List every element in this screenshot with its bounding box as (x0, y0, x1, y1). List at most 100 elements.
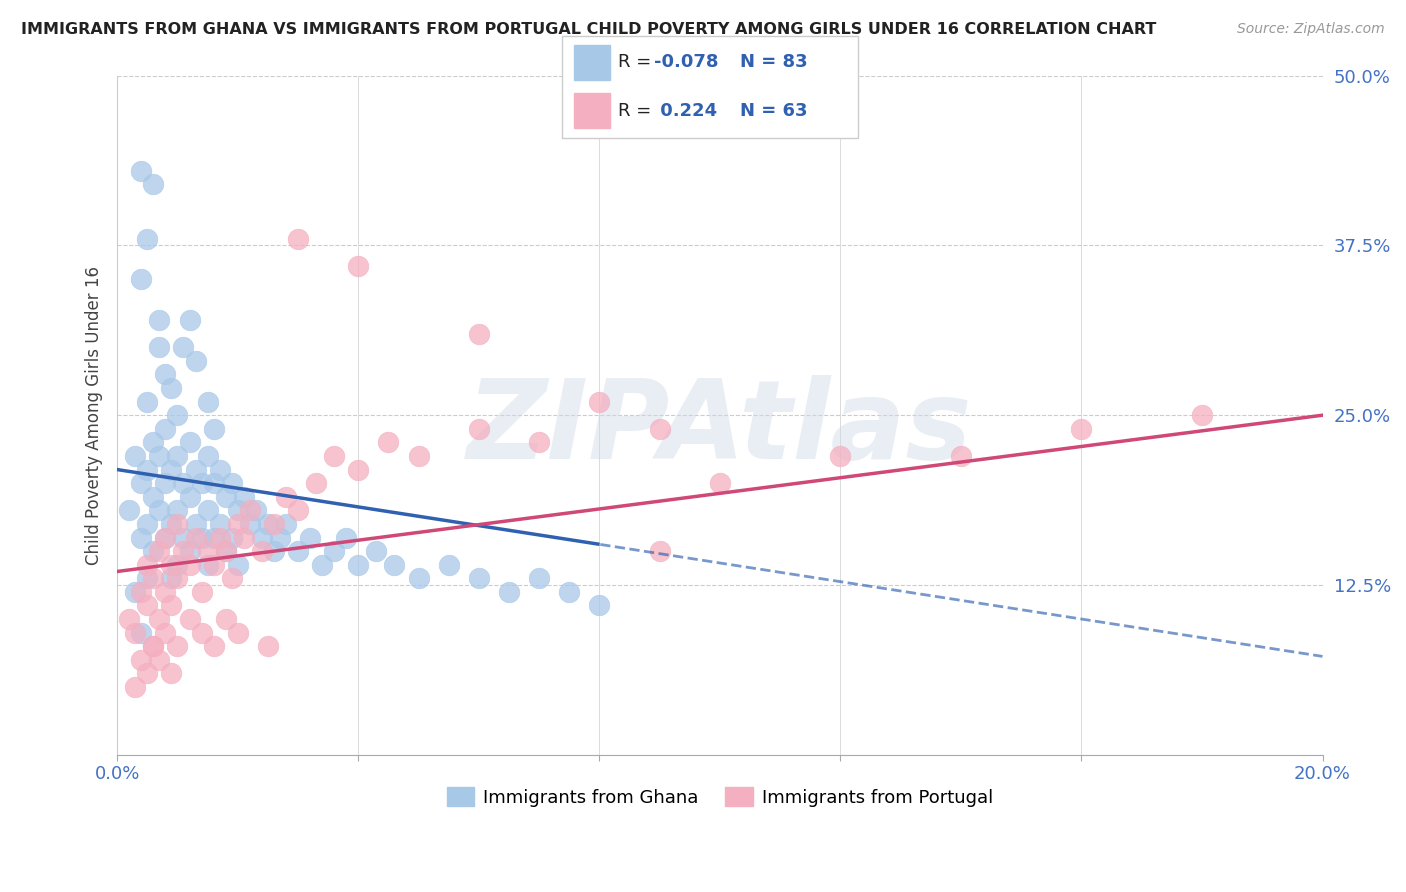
Point (160, 462, 183, 476)
Point (257, 639, 280, 653)
Point (136, 558, 159, 572)
Point (215, 544, 238, 558)
Text: Source: ZipAtlas.com: Source: ZipAtlas.com (1237, 22, 1385, 37)
Point (263, 516, 285, 531)
Point (197, 544, 219, 558)
Point (830, 449, 852, 463)
Point (136, 599, 159, 613)
Point (129, 163, 152, 178)
Point (160, 666, 183, 681)
Point (949, 449, 972, 463)
Point (136, 231, 159, 245)
Text: N = 63: N = 63 (740, 102, 807, 120)
Point (166, 558, 188, 572)
Point (197, 558, 219, 572)
Point (250, 531, 273, 545)
Point (184, 462, 207, 476)
Point (148, 612, 170, 626)
Point (129, 653, 152, 667)
Point (160, 516, 183, 531)
Point (305, 476, 328, 491)
Point (190, 585, 212, 599)
Point (179, 313, 201, 327)
Point (136, 462, 159, 476)
Point (232, 531, 254, 545)
Point (142, 490, 165, 504)
Point (124, 585, 146, 599)
Point (179, 435, 201, 450)
Point (709, 476, 731, 491)
Point (287, 503, 309, 517)
Point (648, 422, 671, 436)
Point (166, 516, 188, 531)
Point (118, 612, 141, 626)
Text: ZIPAtlas: ZIPAtlas (467, 376, 973, 483)
Point (179, 544, 201, 558)
Point (527, 435, 550, 450)
Point (160, 571, 183, 585)
Text: IMMIGRANTS FROM GHANA VS IMMIGRANTS FROM PORTUGAL CHILD POVERTY AMONG GIRLS UNDE: IMMIGRANTS FROM GHANA VS IMMIGRANTS FROM… (21, 22, 1157, 37)
Point (142, 435, 165, 450)
Y-axis label: Child Poverty Among Girls Under 16: Child Poverty Among Girls Under 16 (86, 266, 103, 565)
Point (245, 503, 267, 517)
Point (179, 558, 201, 572)
Point (269, 531, 291, 545)
Point (221, 476, 243, 491)
Point (155, 422, 177, 436)
Point (202, 476, 225, 491)
Point (287, 544, 309, 558)
Point (190, 625, 212, 640)
Point (208, 462, 231, 476)
Point (437, 558, 460, 572)
Point (239, 503, 262, 517)
Point (468, 422, 491, 436)
Point (226, 625, 249, 640)
Point (202, 558, 225, 572)
Point (190, 476, 212, 491)
Point (148, 503, 170, 517)
Point (129, 585, 152, 599)
Point (172, 544, 194, 558)
Point (148, 340, 170, 354)
Point (166, 449, 188, 463)
Point (166, 503, 188, 517)
Point (408, 571, 430, 585)
Point (468, 571, 491, 585)
Point (588, 599, 610, 613)
Point (166, 639, 188, 653)
Point (239, 516, 262, 531)
Point (172, 340, 194, 354)
Point (136, 666, 159, 681)
Point (197, 449, 219, 463)
Point (274, 490, 297, 504)
Point (323, 544, 346, 558)
Point (384, 558, 406, 572)
Bar (574, 93, 610, 128)
Point (215, 612, 238, 626)
Point (335, 531, 357, 545)
Point (129, 531, 152, 545)
Point (347, 558, 370, 572)
Legend: Immigrants from Ghana, Immigrants from Portugal: Immigrants from Ghana, Immigrants from P… (440, 780, 1000, 814)
Point (155, 585, 177, 599)
Point (136, 571, 159, 585)
Point (142, 639, 165, 653)
Point (226, 516, 249, 531)
Point (215, 490, 238, 504)
Point (250, 544, 273, 558)
Point (202, 422, 225, 436)
Point (124, 680, 146, 694)
Point (142, 178, 165, 192)
Point (408, 449, 430, 463)
Point (155, 531, 177, 545)
Point (197, 503, 219, 517)
Point (347, 462, 370, 476)
Text: -0.078: -0.078 (654, 54, 718, 71)
Point (299, 531, 322, 545)
Point (155, 531, 177, 545)
Point (136, 516, 159, 531)
Point (527, 571, 550, 585)
Point (208, 516, 231, 531)
Point (118, 503, 141, 517)
Point (377, 435, 399, 450)
